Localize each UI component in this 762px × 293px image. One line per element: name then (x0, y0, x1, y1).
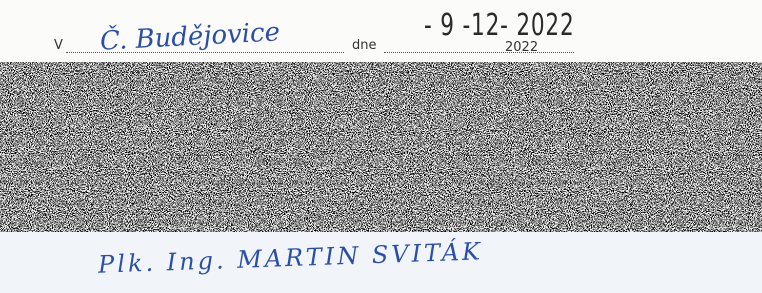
date-line (384, 52, 574, 53)
date-stamp: - 9 -12- 2022 (424, 8, 574, 43)
place-prefix: V (54, 38, 63, 53)
date-year: 2022 (505, 40, 538, 55)
place-handwritten: Č. Budějovice (99, 17, 280, 56)
page: V Č. Budějovice dne - 9 -12- 2022 2022 P… (0, 0, 762, 293)
date-prefix: dne (352, 38, 377, 53)
redacted-area (0, 62, 762, 232)
